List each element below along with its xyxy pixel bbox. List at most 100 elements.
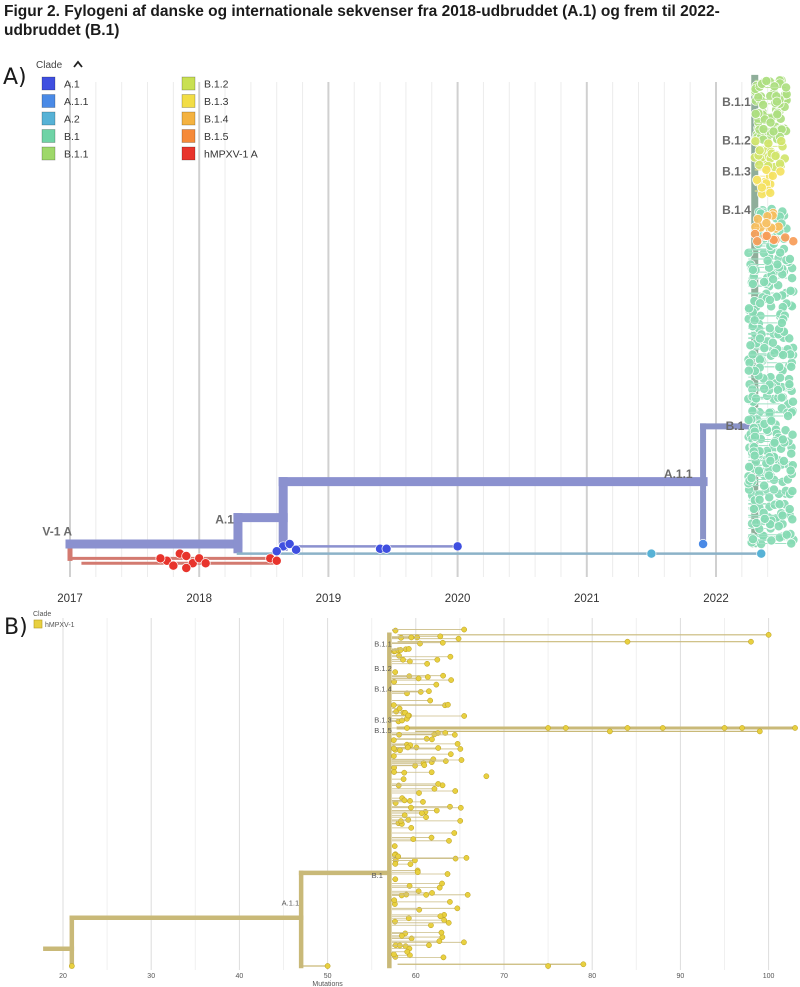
panel-b-tip bbox=[406, 673, 413, 680]
panel-b-tip bbox=[407, 798, 413, 804]
panel-a-tip-b-1-2 bbox=[770, 151, 781, 162]
panel-b-tip bbox=[406, 883, 413, 889]
panel-b-tip bbox=[420, 799, 426, 805]
panel-a-letter: A) bbox=[3, 65, 27, 90]
panel-a-tip-b-1 bbox=[747, 264, 758, 275]
panel-b-tip bbox=[407, 861, 414, 867]
panel-a-tip-b-1-3 bbox=[765, 187, 776, 198]
panel-a-tip-b-1 bbox=[749, 315, 760, 326]
panel-a-tip-b-1 bbox=[785, 465, 796, 476]
panel-a-tick-2019: 2019 bbox=[316, 593, 342, 605]
panel-a-clade-label-b-1-4: B.1.4 bbox=[722, 203, 751, 217]
panel-b-tip bbox=[606, 728, 613, 735]
panel-a-tip-hmpxv-1-a bbox=[155, 553, 166, 564]
panel-b-letter: B) bbox=[4, 615, 28, 640]
panel-a-tip-b-1 bbox=[751, 393, 762, 404]
panel-a-tip-b-1-4 bbox=[752, 214, 763, 224]
panel-b-tip bbox=[400, 656, 406, 663]
panel-b-tip bbox=[391, 843, 398, 849]
panel-a-tip-b-1 bbox=[746, 473, 757, 483]
panel-b-tip bbox=[433, 681, 440, 688]
panel-a-tip-b-1 bbox=[755, 333, 765, 344]
panel-b-tip bbox=[441, 917, 448, 924]
panel-b-tick-40: 40 bbox=[236, 973, 244, 980]
panel-a-tip-a-1 bbox=[284, 539, 295, 549]
panel-b-tip bbox=[410, 836, 417, 842]
panel-b-clade-label-b-1-2: B.1.2 bbox=[374, 664, 392, 673]
panel-b-tip bbox=[457, 818, 464, 824]
panel-b-tip bbox=[405, 646, 412, 652]
panel-b-tip bbox=[435, 781, 442, 787]
panel-a-clade-label-a-1-1: A.1.1 bbox=[664, 467, 693, 481]
panel-b-phylogeny-mutations: 20 30 40 50 60 70 80 90 100 Mutations B) Clade hMPXV… bbox=[0, 608, 800, 987]
panel-b-tick-20: 20 bbox=[59, 973, 67, 980]
panel-a-tip-b-1-5 bbox=[788, 236, 799, 247]
panel-b-tip bbox=[454, 905, 461, 912]
panel-a-x-ticks: 2017 2018 2019 2020 2021 2022 bbox=[57, 593, 729, 605]
panel-b-tip bbox=[445, 919, 452, 926]
panel-a-tip-clusters bbox=[743, 75, 799, 549]
panel-b-tip bbox=[428, 769, 435, 776]
panel-a-tip-b-1 bbox=[759, 383, 770, 394]
panel-b-tick-60: 60 bbox=[412, 973, 420, 980]
panel-a-tip-b-1 bbox=[759, 343, 770, 354]
panel-b-clade-label-b-1-1: B.1.1 bbox=[374, 640, 392, 649]
panel-a-tip-a-1-1 bbox=[698, 539, 709, 549]
panel-b-tip bbox=[435, 745, 442, 751]
panel-b-tip bbox=[431, 785, 438, 792]
panel-a-tip-b-1-3 bbox=[775, 166, 786, 177]
panel-a-tip-b-1 bbox=[772, 259, 783, 270]
legend-title: Clade bbox=[36, 60, 63, 71]
panel-a-grid bbox=[69, 82, 769, 577]
legend-swatch-a-2 bbox=[41, 111, 56, 126]
legend-label-b-1: B.1 bbox=[64, 131, 80, 143]
panel-a-tip-b-1 bbox=[780, 425, 791, 436]
legend-swatch-b-1-5 bbox=[181, 129, 196, 143]
panel-b-branches bbox=[43, 632, 797, 969]
panel-a-tip-b-1-1 bbox=[765, 117, 776, 128]
chevron-up-icon bbox=[73, 60, 83, 68]
panel-b-tip bbox=[423, 891, 430, 898]
legend-swatch-a-1 bbox=[41, 76, 56, 91]
panel-a-clade-label-v-1-a: V-1 A bbox=[42, 525, 72, 539]
panel-a-tip-hmpxv-1-a bbox=[181, 551, 192, 561]
panel-b-tick-100: 100 bbox=[763, 973, 775, 980]
panel-b-clade-label-b-1: B.1 bbox=[372, 871, 383, 880]
panel-a-tip-b-1-4 bbox=[761, 218, 772, 229]
panel-b-tip bbox=[739, 725, 745, 731]
panel-a-tip-b-1 bbox=[787, 514, 798, 525]
panel-a-tip-b-1 bbox=[786, 448, 797, 459]
panel-b-tip bbox=[391, 769, 397, 775]
panel-b-tip bbox=[398, 932, 405, 939]
panel-b-tip bbox=[397, 647, 404, 653]
panel-b-tip bbox=[324, 963, 331, 969]
panel-a-clade-label-b-1-2: B.1.2 bbox=[722, 133, 751, 147]
panel-a-tip-b-1 bbox=[765, 455, 776, 466]
panel-a-tip-b-1-2 bbox=[763, 138, 774, 149]
panel-b-tip bbox=[448, 677, 454, 683]
panel-b-tip bbox=[562, 725, 569, 731]
panel-b-tip bbox=[440, 954, 447, 961]
panel-b-svg: 20 30 40 50 60 70 80 90 100 Mutations B) Clade hMPXV… bbox=[4, 611, 798, 987]
panel-b-tip bbox=[483, 773, 490, 780]
panel-a-tick-2021: 2021 bbox=[574, 593, 600, 605]
panel-a-tip-b-1 bbox=[771, 463, 782, 474]
panel-a-tip-a-2 bbox=[756, 548, 767, 559]
panel-a-tip-b-1-2 bbox=[750, 136, 761, 147]
panel-b-tip bbox=[426, 942, 432, 949]
panel-b-tip bbox=[400, 776, 407, 782]
panel-a-tip-b-1 bbox=[786, 538, 797, 549]
panel-b-tip bbox=[452, 855, 459, 862]
panel-a-tip-b-1 bbox=[743, 365, 754, 376]
panel-a-tip-b-1 bbox=[762, 255, 773, 266]
panel-b-tip bbox=[401, 797, 408, 804]
panel-b-tip bbox=[415, 888, 422, 895]
panel-a-tip-a-1 bbox=[452, 541, 463, 552]
panel-b-tip bbox=[405, 712, 412, 719]
panel-b-tip bbox=[423, 735, 430, 742]
panel-a-tip-b-1 bbox=[787, 429, 798, 440]
panel-b-tip bbox=[438, 929, 445, 936]
panel-b-tip bbox=[429, 890, 435, 896]
panel-a-tip-b-1 bbox=[751, 518, 762, 528]
